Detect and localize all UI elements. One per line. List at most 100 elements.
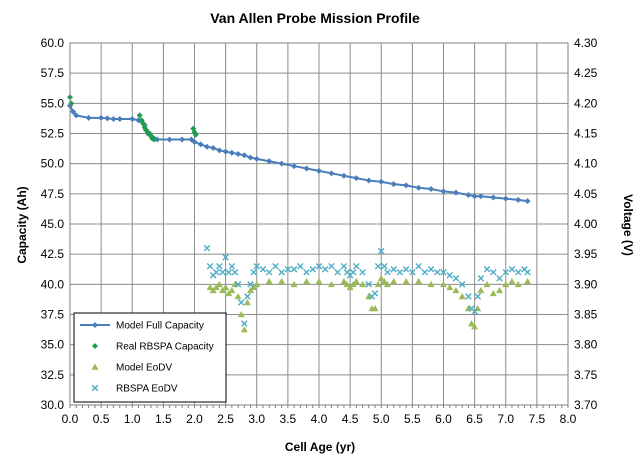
data-point xyxy=(235,151,242,158)
legend-box xyxy=(73,312,227,403)
data-point xyxy=(328,262,335,270)
data-point xyxy=(225,268,233,276)
data-point xyxy=(471,308,478,315)
plot-frame xyxy=(69,42,569,406)
series-1 xyxy=(67,94,199,143)
data-point xyxy=(104,115,111,122)
data-point xyxy=(427,265,435,273)
series-2 xyxy=(206,274,532,333)
legend-item: Model EoDV xyxy=(91,363,172,374)
legend-label: Model Full Capacity xyxy=(116,321,204,332)
y-tick-label: 42.5 xyxy=(41,247,65,261)
data-point xyxy=(340,172,347,179)
data-point xyxy=(259,265,267,273)
data-point xyxy=(192,131,199,138)
data-point xyxy=(278,277,286,285)
y2-tick-label: 4.10 xyxy=(574,157,598,171)
y-tick-label: 45.0 xyxy=(41,217,65,231)
data-point xyxy=(303,165,310,172)
data-point xyxy=(415,262,422,270)
data-point xyxy=(446,283,454,291)
data-point xyxy=(380,277,388,285)
data-point xyxy=(390,277,398,285)
data-point xyxy=(428,186,435,193)
data-point xyxy=(384,268,391,276)
data-point xyxy=(377,247,385,255)
data-point xyxy=(179,136,186,143)
x-axis-title: Cell Age (yr) xyxy=(285,440,355,454)
y2-tick-label: 4.05 xyxy=(574,187,598,201)
data-point xyxy=(327,280,335,288)
data-point xyxy=(383,280,391,288)
data-point xyxy=(477,286,485,294)
data-point xyxy=(353,175,360,182)
data-point xyxy=(203,143,210,150)
y-tick-label: 35.0 xyxy=(41,338,65,352)
y2-tick-label: 4.30 xyxy=(574,36,598,50)
data-point xyxy=(334,268,341,276)
data-point xyxy=(222,283,230,291)
data-point xyxy=(471,323,479,330)
data-point xyxy=(197,141,204,148)
data-point xyxy=(490,268,497,276)
data-point xyxy=(458,292,466,300)
x-tick-label: 5.0 xyxy=(373,412,390,426)
data-point xyxy=(215,280,223,288)
data-point xyxy=(166,136,173,143)
data-point xyxy=(73,112,80,119)
data-point xyxy=(465,293,472,300)
data-point xyxy=(340,277,348,285)
data-point xyxy=(340,262,348,270)
x-tick-label: 5.5 xyxy=(404,412,421,426)
legend-swatch xyxy=(92,343,98,349)
data-point xyxy=(371,290,379,297)
x-tick-label: 6.5 xyxy=(466,412,483,426)
data-point xyxy=(321,265,329,273)
data-point xyxy=(440,280,447,288)
data-point xyxy=(247,154,254,161)
y2-tick-label: 4.25 xyxy=(574,66,598,80)
data-point xyxy=(243,298,251,306)
data-point xyxy=(468,320,476,327)
data-point xyxy=(371,304,379,312)
data-point xyxy=(136,112,143,119)
data-point xyxy=(203,244,211,252)
data-point xyxy=(328,170,335,177)
data-point xyxy=(240,326,248,333)
data-point xyxy=(433,268,441,276)
legend-item: RBSPA EoDV xyxy=(91,384,178,395)
legend-label: RBSPA EoDV xyxy=(116,384,178,395)
data-point xyxy=(458,281,466,288)
data-point xyxy=(116,116,123,123)
data-point xyxy=(415,277,423,285)
data-point xyxy=(353,262,360,270)
data-point xyxy=(231,268,239,276)
data-point xyxy=(303,268,310,276)
legend-label: Real RBSPA Capacity xyxy=(116,342,214,353)
data-point xyxy=(359,268,366,276)
x-tick-label: 8.0 xyxy=(560,412,577,426)
data-point xyxy=(228,286,236,294)
x-tick-label: 7.5 xyxy=(529,412,546,426)
data-point xyxy=(206,283,214,291)
axis-layer: 30.0 32.5 35.0 37.5 40.0 42.5 45.0 47.5 50.0 52.5… xyxy=(41,36,598,426)
x-tick-label: 7.0 xyxy=(497,412,514,426)
data-point xyxy=(110,116,117,123)
data-point xyxy=(315,262,323,270)
data-point xyxy=(234,281,242,288)
data-point xyxy=(374,262,382,270)
data-point xyxy=(514,268,522,276)
legend-label: Model EoDV xyxy=(116,363,172,374)
data-point xyxy=(278,268,285,276)
data-point xyxy=(465,192,472,199)
data-point xyxy=(477,193,484,200)
data-point xyxy=(98,114,105,121)
data-point xyxy=(250,268,257,276)
data-point xyxy=(377,274,385,282)
data-point xyxy=(266,158,273,165)
data-point xyxy=(402,277,410,285)
data-point xyxy=(483,265,491,273)
data-point xyxy=(502,280,510,288)
y-tick-label: 37.5 xyxy=(41,308,65,322)
x-tick-label: 4.0 xyxy=(311,412,328,426)
